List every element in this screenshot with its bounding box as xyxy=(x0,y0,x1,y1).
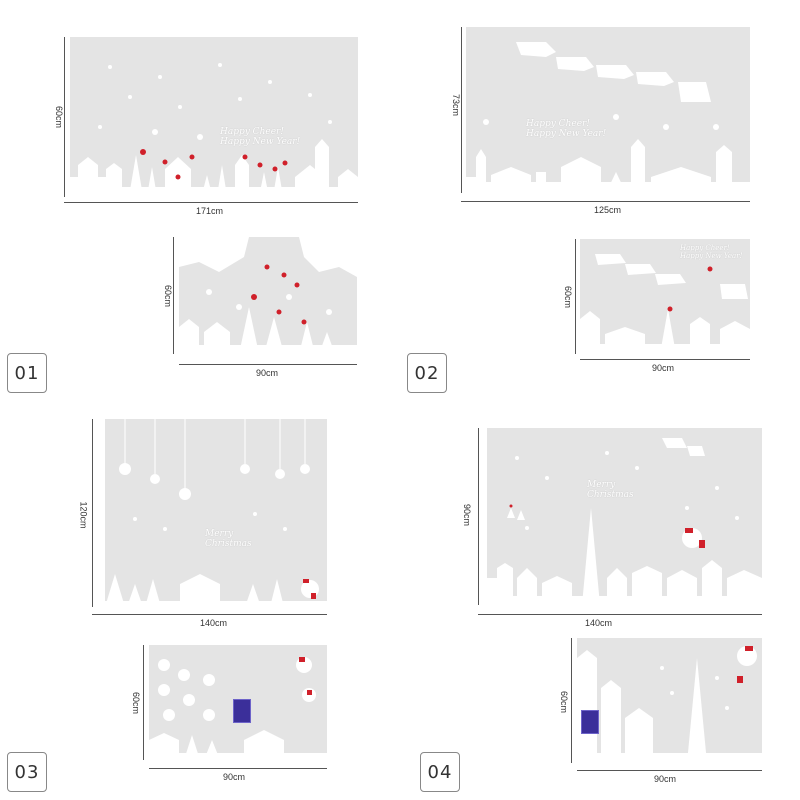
decal-art-01-small xyxy=(179,237,357,354)
small-height-label-01: 60cm xyxy=(163,284,174,308)
decal-preview-03-small xyxy=(149,645,327,760)
small-width-label-02: 90cm xyxy=(652,363,675,373)
greeting-line-2: Happy New Year! xyxy=(526,129,607,139)
decal-preview-01-small xyxy=(179,237,357,354)
height-rule-03 xyxy=(92,419,93,607)
decal-art-04-large xyxy=(487,438,762,605)
product-label-tag-03 xyxy=(233,699,251,723)
small-width-rule-01 xyxy=(179,364,357,365)
product-label-tag-04 xyxy=(581,710,599,734)
height-label-02: 73cm xyxy=(451,93,462,117)
greeting-text-02: Happy Cheer! Happy New Year! xyxy=(526,119,606,139)
product-number-badge-01: 01 xyxy=(7,353,47,393)
small-width-rule-04 xyxy=(577,770,762,771)
height-rule-02 xyxy=(461,27,462,193)
small-height-label-04: 60cm xyxy=(559,690,570,714)
greeting-line-2: Happy New Year! xyxy=(680,252,743,260)
height-rule-04 xyxy=(478,428,479,605)
width-label-03: 140cm xyxy=(200,618,228,628)
greeting-text-04: Merry Christmas xyxy=(587,480,634,500)
greeting-text-01: Happy Cheer! Happy New Year! xyxy=(220,127,300,147)
greeting-line-1: Happy Cheer! xyxy=(220,127,284,137)
width-rule-04 xyxy=(478,614,762,615)
small-height-rule-02 xyxy=(575,239,576,354)
decal-art-04-small xyxy=(577,646,762,763)
decal-preview-04-small xyxy=(577,638,762,763)
product-number-badge-04: 04 xyxy=(420,752,460,792)
small-height-label-03: 60cm xyxy=(131,691,142,715)
greeting-line-2: Christmas xyxy=(205,539,252,549)
small-height-label-02: 60cm xyxy=(563,285,574,309)
decal-art-03-small xyxy=(149,657,327,760)
height-label-03: 120cm xyxy=(78,501,89,529)
product-number-badge-03: 03 xyxy=(7,752,47,792)
decal-art-03-large xyxy=(105,419,327,607)
small-width-label-04: 90cm xyxy=(654,774,677,784)
product-number-badge-02: 02 xyxy=(407,353,447,393)
small-height-rule-04 xyxy=(571,638,572,763)
small-height-rule-03 xyxy=(143,645,144,760)
greeting-text-02-small: Happy Cheer! Happy New Year! xyxy=(680,244,742,260)
decal-preview-02-small: Happy Cheer! Happy New Year! xyxy=(580,239,750,354)
width-label-04: 140cm xyxy=(585,618,613,628)
small-width-rule-02 xyxy=(580,359,750,360)
width-rule-01 xyxy=(64,202,358,203)
height-label-01: 60cm xyxy=(54,105,65,129)
decal-art-02-small xyxy=(580,254,750,354)
decal-preview-01-large: Happy Cheer! Happy New Year! xyxy=(70,37,358,197)
decal-preview-03-large: Merry Christmas xyxy=(105,419,327,607)
small-width-label-03: 90cm xyxy=(223,772,246,782)
width-label-02: 125cm xyxy=(594,205,622,215)
width-label-01: 171cm xyxy=(196,206,224,216)
greeting-line-2: Happy New Year! xyxy=(220,137,301,147)
height-label-04: 90cm xyxy=(462,503,473,527)
decal-preview-02-large: Happy Cheer! Happy New Year! xyxy=(466,27,750,193)
width-rule-03 xyxy=(92,614,327,615)
greeting-line-1: Merry xyxy=(205,529,234,539)
small-height-rule-01 xyxy=(173,237,174,354)
greeting-text-03: Merry Christmas xyxy=(205,529,252,549)
width-rule-02 xyxy=(461,201,750,202)
decal-art-01-large xyxy=(70,63,358,197)
greeting-line-2: Christmas xyxy=(587,490,634,500)
greeting-line-1: Happy Cheer! xyxy=(680,244,730,252)
greeting-line-1: Happy Cheer! xyxy=(526,119,590,129)
small-width-rule-03 xyxy=(149,768,327,769)
decal-preview-04-large: Merry Christmas xyxy=(487,428,762,605)
small-width-label-01: 90cm xyxy=(256,368,279,378)
height-rule-01 xyxy=(64,37,65,197)
decal-art-02-large xyxy=(466,42,750,193)
greeting-line-1: Merry xyxy=(587,480,616,490)
